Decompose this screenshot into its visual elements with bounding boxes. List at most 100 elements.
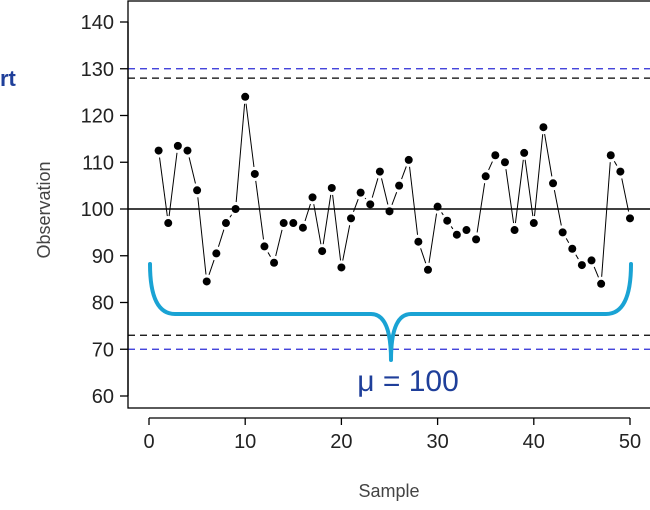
series-segment xyxy=(409,166,419,235)
data-point xyxy=(577,261,586,270)
data-point xyxy=(298,223,307,232)
data-point xyxy=(452,230,461,239)
y-tick-label: 90 xyxy=(92,246,114,268)
x-tick-label: 20 xyxy=(330,431,352,453)
series-segment xyxy=(188,157,196,184)
data-point xyxy=(606,151,615,160)
x-tick-label: 0 xyxy=(143,431,154,453)
data-point xyxy=(558,228,567,237)
data-point xyxy=(443,216,452,225)
data-point xyxy=(404,155,413,164)
series-segment xyxy=(524,159,534,217)
series-segment xyxy=(267,252,271,257)
series-segment xyxy=(255,180,265,240)
data-point xyxy=(481,172,490,181)
series-segment xyxy=(275,229,283,257)
data-point xyxy=(472,235,481,244)
mean-annotation: μ = 100 xyxy=(357,365,459,398)
y-tick-label: 130 xyxy=(81,59,114,81)
series-segment xyxy=(332,194,342,261)
y-tick-label: 70 xyxy=(92,339,114,361)
series-segment xyxy=(420,248,427,264)
data-point xyxy=(539,123,548,132)
data-point xyxy=(423,265,432,274)
x-tick-label: 50 xyxy=(619,431,641,453)
series-segment xyxy=(342,225,351,261)
series-segment xyxy=(245,103,255,168)
series-segment xyxy=(229,214,233,218)
series-segment xyxy=(364,197,367,200)
data-point xyxy=(616,167,625,176)
series-segment xyxy=(159,157,168,217)
data-point xyxy=(193,186,202,195)
series-segment xyxy=(544,134,553,177)
data-point xyxy=(318,247,327,256)
data-point xyxy=(491,151,500,160)
series-segment xyxy=(235,103,246,203)
clipped-title-fragment: rt xyxy=(0,66,17,91)
data-point xyxy=(395,181,404,190)
x-axis: 0 10 20 30 40 50 xyxy=(143,417,641,453)
data-point xyxy=(626,214,634,223)
data-point xyxy=(510,226,519,235)
y-tick-label: 100 xyxy=(81,199,114,221)
x-tick-label: 40 xyxy=(523,431,545,453)
data-point xyxy=(597,279,606,288)
data-point xyxy=(308,193,317,202)
series-segment xyxy=(353,199,359,212)
data-point xyxy=(414,237,423,246)
data-point xyxy=(212,249,221,258)
data-point xyxy=(549,179,558,188)
series-segment xyxy=(601,162,611,277)
data-point xyxy=(375,167,384,176)
series-segment xyxy=(322,194,332,245)
y-tick-label: 110 xyxy=(82,152,114,174)
series-segment xyxy=(613,161,618,166)
data-point xyxy=(568,244,577,253)
data-point xyxy=(183,146,192,155)
series-segment xyxy=(441,212,444,216)
series-segment xyxy=(514,159,524,224)
series-segment xyxy=(476,183,486,233)
series-segment xyxy=(313,204,322,245)
data-point xyxy=(250,169,259,178)
series-segment xyxy=(575,254,579,260)
data-point xyxy=(154,146,163,155)
data-point xyxy=(529,219,538,228)
y-tick-label: 120 xyxy=(81,106,114,128)
series-segment xyxy=(450,226,454,230)
x-axis-title: Sample xyxy=(358,481,419,501)
data-point xyxy=(231,205,240,213)
y-axis: 60 70 80 90 100 110 120 130 140 xyxy=(81,12,129,408)
series-segment xyxy=(168,152,178,217)
data-point xyxy=(337,263,346,272)
data-point xyxy=(221,219,230,228)
data-point xyxy=(289,219,298,228)
y-tick-label: 140 xyxy=(81,12,114,34)
y-tick-label: 60 xyxy=(92,386,114,408)
series-segment xyxy=(391,192,398,205)
series-segment xyxy=(505,169,515,224)
data-point xyxy=(366,200,375,209)
series-segment xyxy=(621,178,630,212)
series-segment xyxy=(208,259,215,276)
series-segment xyxy=(304,203,311,222)
data-point xyxy=(500,158,509,167)
data-point xyxy=(433,202,442,211)
x-tick-label: 30 xyxy=(426,431,448,453)
data-point xyxy=(347,214,356,223)
data-point xyxy=(164,219,173,228)
series-segment xyxy=(371,178,379,198)
series-segment xyxy=(553,190,562,226)
series-segment xyxy=(488,161,493,171)
data-point xyxy=(173,141,182,150)
data-point xyxy=(520,148,529,157)
series-segment xyxy=(565,238,570,243)
data-point xyxy=(587,256,596,265)
series-segment xyxy=(428,213,438,263)
data-point xyxy=(327,183,336,192)
data-point xyxy=(241,92,250,101)
data-point xyxy=(260,242,269,251)
series-layer xyxy=(154,92,634,288)
